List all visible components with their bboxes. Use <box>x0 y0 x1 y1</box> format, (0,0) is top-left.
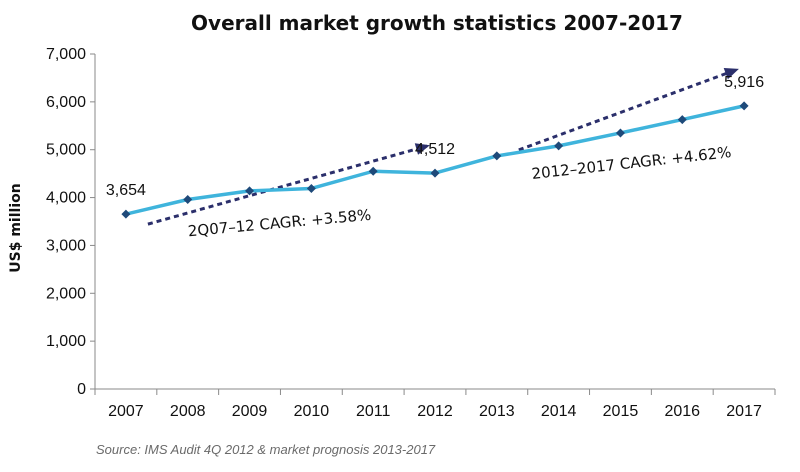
y-tick-label: 7,000 <box>46 46 86 63</box>
data-marker-2015 <box>615 128 625 138</box>
source-note: Source: IMS Audit 4Q 2012 & market progn… <box>96 442 436 457</box>
data-marker-2007 <box>121 209 131 219</box>
y-tick-labels: 0 1,000 2,000 3,000 4,000 5,000 6,000 7,000 <box>46 46 86 398</box>
data-label-2007: 3,654 <box>106 182 146 199</box>
x-tick-label: 2014 <box>541 403 577 420</box>
cagr-2007-2012-arrow <box>147 144 428 226</box>
data-marker-2016 <box>677 115 687 125</box>
chart-title: Overall market growth statistics 2007-20… <box>191 11 683 35</box>
data-marker-2013 <box>492 151 502 161</box>
data-marker-2017 <box>739 101 749 111</box>
cagr-2012-2017-arrow <box>518 68 737 152</box>
y-tick-label: 1,000 <box>46 333 86 350</box>
x-tick-label: 2007 <box>108 403 144 420</box>
axes <box>90 53 776 395</box>
cagr-2012-2017-label: 2012–2017 CAGR: +4.62% <box>531 143 732 183</box>
data-marker-2012 <box>430 168 440 178</box>
x-tick-label: 2016 <box>664 403 700 420</box>
y-tick-label: 0 <box>77 381 86 398</box>
x-tick-label: 2010 <box>294 403 330 420</box>
data-marker-2008 <box>183 194 193 204</box>
data-labels: 3,654 4,512 5,916 <box>106 74 764 199</box>
y-tick-label: 3,000 <box>46 237 86 254</box>
y-axis-label: US$ million <box>8 183 24 272</box>
data-marker-2011 <box>368 166 378 176</box>
cagr-2012-2017-arrowhead <box>723 68 739 80</box>
x-tick-label: 2013 <box>479 403 515 420</box>
x-tick-label: 2017 <box>726 403 762 420</box>
y-tick-label: 4,000 <box>46 190 86 207</box>
cagr-2007-2012-label: 2Q07–12 CAGR: +3.58% <box>187 206 372 241</box>
data-marker-2009 <box>245 186 255 196</box>
x-tick-label: 2012 <box>417 403 453 420</box>
y-tick-label: 5,000 <box>46 142 86 159</box>
data-marker-2010 <box>306 183 316 193</box>
x-tick-label: 2008 <box>170 403 206 420</box>
cagr-2007-2012-arrowhead <box>414 143 430 155</box>
data-marker-2014 <box>554 141 564 151</box>
data-label-2017: 5,916 <box>724 74 764 91</box>
x-tick-label: 2015 <box>603 403 639 420</box>
x-tick-label: 2011 <box>356 403 391 420</box>
y-tick-label: 2,000 <box>46 285 86 302</box>
y-tick-label: 6,000 <box>46 94 86 111</box>
x-tick-labels: 2007 2008 2009 2010 2011 2012 2013 2014 2015 2016… <box>108 403 762 420</box>
data-markers <box>121 101 749 219</box>
data-label-2012: 4,512 <box>415 141 455 158</box>
x-tick-label: 2009 <box>232 403 268 420</box>
